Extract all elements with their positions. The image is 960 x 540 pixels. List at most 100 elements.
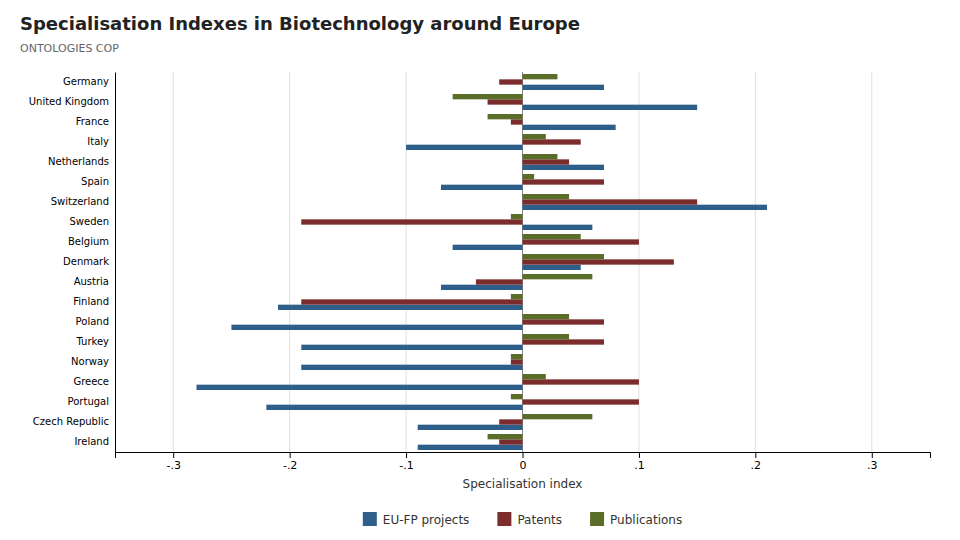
bar bbox=[278, 305, 523, 310]
x-tick: .2 bbox=[751, 452, 762, 472]
legend-label: EU-FP projects bbox=[383, 513, 470, 527]
legend: EU-FP projects Patents Publications bbox=[363, 512, 682, 527]
y-tick: Greece bbox=[73, 376, 115, 387]
bar bbox=[523, 399, 639, 404]
y-tick-label: Netherlands bbox=[48, 156, 109, 167]
y-tick: Netherlands bbox=[48, 156, 115, 167]
bars bbox=[197, 74, 768, 450]
subtitle: ONTOLOGIES COP bbox=[20, 42, 119, 55]
bar bbox=[511, 294, 523, 299]
x-tick: -.3 bbox=[166, 452, 180, 472]
y-tick: Switzerland bbox=[51, 196, 115, 207]
bar bbox=[453, 94, 523, 99]
legend-item: EU-FP projects bbox=[363, 512, 470, 527]
y-tick-label: Switzerland bbox=[51, 196, 109, 207]
bar bbox=[523, 254, 605, 259]
y-tick: Belgium bbox=[68, 236, 115, 247]
y-tick: Ireland bbox=[74, 436, 115, 447]
title: Specialisation Indexes in Biotechnology … bbox=[20, 13, 580, 34]
y-axis: GermanyUnited KingdomFranceItalyNetherla… bbox=[29, 73, 116, 453]
bar bbox=[523, 105, 698, 110]
bar bbox=[499, 419, 522, 424]
grid-line bbox=[173, 72, 174, 452]
bar bbox=[523, 265, 581, 270]
x-tick-mark bbox=[872, 452, 873, 458]
x-tick-mark bbox=[290, 452, 291, 458]
legend-label: Patents bbox=[517, 513, 562, 527]
y-tick-label: Belgium bbox=[68, 236, 109, 247]
bar bbox=[301, 219, 522, 224]
x-tick: 0 bbox=[520, 452, 527, 472]
y-tick-label: United Kingdom bbox=[29, 96, 109, 107]
x-axis-title: Specialisation index bbox=[463, 477, 583, 491]
x-tick: .3 bbox=[867, 452, 878, 472]
bar bbox=[418, 445, 523, 450]
bar bbox=[499, 79, 522, 84]
bar bbox=[197, 385, 523, 390]
bar bbox=[523, 194, 570, 199]
bar bbox=[441, 185, 523, 190]
bar bbox=[523, 259, 674, 264]
legend-swatch bbox=[497, 512, 511, 526]
legend-item: Publications bbox=[590, 512, 682, 527]
bar bbox=[511, 394, 523, 399]
bar bbox=[523, 174, 535, 179]
bar bbox=[523, 139, 581, 144]
bar bbox=[523, 199, 698, 204]
bar bbox=[523, 85, 605, 90]
bar bbox=[523, 205, 768, 210]
y-tick: Portugal bbox=[68, 396, 115, 407]
bar bbox=[523, 239, 639, 244]
bar bbox=[488, 434, 523, 439]
y-tick-label: Austria bbox=[74, 276, 109, 287]
bar bbox=[523, 74, 558, 79]
x-tick: -.1 bbox=[399, 452, 413, 472]
y-tick-label: France bbox=[76, 116, 109, 127]
bar bbox=[523, 274, 593, 279]
grid-line bbox=[289, 72, 290, 452]
bar bbox=[488, 99, 523, 104]
bar bbox=[523, 379, 639, 384]
y-tick-label: Ireland bbox=[74, 436, 109, 447]
x-tick-label: .1 bbox=[634, 459, 645, 472]
bar-series bbox=[197, 85, 768, 450]
bar bbox=[523, 134, 546, 139]
y-tick-label: Sweden bbox=[69, 216, 109, 227]
y-tick-label: Italy bbox=[87, 136, 109, 147]
y-tick: Norway bbox=[71, 356, 115, 367]
bar bbox=[453, 245, 523, 250]
bar bbox=[266, 405, 522, 410]
bar bbox=[523, 339, 605, 344]
bar bbox=[476, 279, 523, 284]
x-tick: .1 bbox=[634, 452, 645, 472]
x-tick-mark bbox=[173, 452, 174, 458]
x-tick-label: -.1 bbox=[399, 459, 413, 472]
y-tick-label: Norway bbox=[71, 356, 109, 367]
bar bbox=[441, 285, 523, 290]
legend-label: Publications bbox=[610, 513, 682, 527]
bar bbox=[523, 319, 605, 324]
bar bbox=[523, 225, 593, 230]
bar bbox=[511, 214, 523, 219]
bar-series bbox=[453, 74, 604, 439]
y-tick-label: Finland bbox=[73, 296, 109, 307]
y-tick: Finland bbox=[73, 296, 115, 307]
bar bbox=[301, 345, 522, 350]
bar bbox=[301, 299, 522, 304]
y-tick-label: Turkey bbox=[75, 336, 109, 347]
bar bbox=[511, 354, 523, 359]
bar bbox=[523, 234, 581, 239]
x-tick-mark bbox=[406, 452, 407, 458]
x-tick-label: -.2 bbox=[283, 459, 297, 472]
bar bbox=[523, 374, 546, 379]
bar bbox=[523, 334, 570, 339]
grid-line bbox=[871, 72, 872, 452]
y-tick-label: Spain bbox=[81, 176, 109, 187]
y-axis-line bbox=[115, 73, 116, 453]
grid-line bbox=[755, 72, 756, 452]
x-axis: -.3 -.2 -.1 0 .1 .2 .3 bbox=[116, 452, 931, 472]
bar bbox=[523, 314, 570, 319]
legend-swatch bbox=[590, 512, 604, 526]
bar bbox=[511, 359, 523, 364]
y-tick: Sweden bbox=[69, 216, 115, 227]
